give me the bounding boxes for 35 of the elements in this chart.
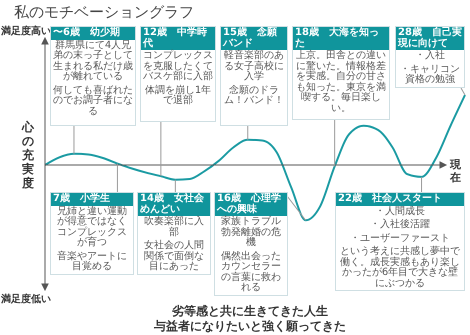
annotation: ・人間成長 — [374, 206, 426, 217]
text: ・キャリコン資格の勉強 — [399, 64, 461, 86]
annotation: ・入社後活躍 — [369, 219, 431, 230]
text: 28歳 自己実現に向けて — [396, 27, 464, 50]
text: 満足度低い — [0, 292, 52, 306]
annotation: 家族トラブル勃発離婚の危機 — [220, 216, 282, 248]
text: 〜6歳 幼少期 — [51, 27, 135, 40]
chart-title: 私のモチベーショングラフ — [14, 3, 194, 22]
annotation: 7歳 小学生 — [51, 193, 133, 206]
text: 音楽やアートに目覚める — [56, 250, 128, 272]
text: 劣等感と共に生きてきた人生 — [171, 304, 329, 319]
text: 12歳 中学時代 — [141, 27, 215, 50]
text: 女社会の人間関係で面倒な目にあった — [143, 240, 205, 272]
annotation: 16歳 心理学への興味 — [215, 193, 287, 216]
y-axis-title: 心の充実度 — [22, 120, 36, 190]
annotation: 念願のドラム！バンド！ — [223, 84, 285, 106]
annotation: 上京。田舎との違いに驚いた。情報格差を実感。自分の甘さも知った。東京を満喫する。毎日楽しい。 — [295, 50, 387, 114]
text: 偶然出会ったカウンセラーの言葉に救われる — [220, 250, 282, 294]
text: という考えに共感し夢中で働く。成長実感もあり楽しかったが6年目で大きな壁にぶつかる — [339, 246, 461, 289]
annotation: 吹奏楽部に入部 — [143, 216, 205, 238]
text: 軽音楽部のある女子高校に入学 — [223, 50, 285, 82]
text: 18歳 大海を知った — [293, 27, 389, 50]
annotation: 体調を崩し1年で退部 — [144, 84, 212, 106]
text: 15歳 念願バンド — [221, 27, 287, 50]
text: 与益者になりたいと強く願ってきた — [153, 319, 347, 334]
annotation: 22歳 社会人スタート — [336, 193, 464, 206]
text: ・入社 — [414, 50, 446, 62]
annotation: 14歳 女社会めんどい — [138, 193, 210, 216]
text: 満足度高い — [0, 24, 52, 38]
annotation: 何しても喜ばれたのでお調子者になる — [53, 84, 133, 117]
annotation: 兄姉と違い運動が得意ではなくコンプレックスが育つ — [56, 206, 128, 248]
text: 群馬県にて4人兄弟の末っ子として生まれる私だけ歳が離れている — [53, 40, 133, 82]
x-axis-title: 現在 — [450, 158, 462, 184]
text: ・ユーザーファースト — [349, 232, 451, 244]
text: コンプレックスを克服したくてバスケ部に入部 — [143, 50, 213, 82]
